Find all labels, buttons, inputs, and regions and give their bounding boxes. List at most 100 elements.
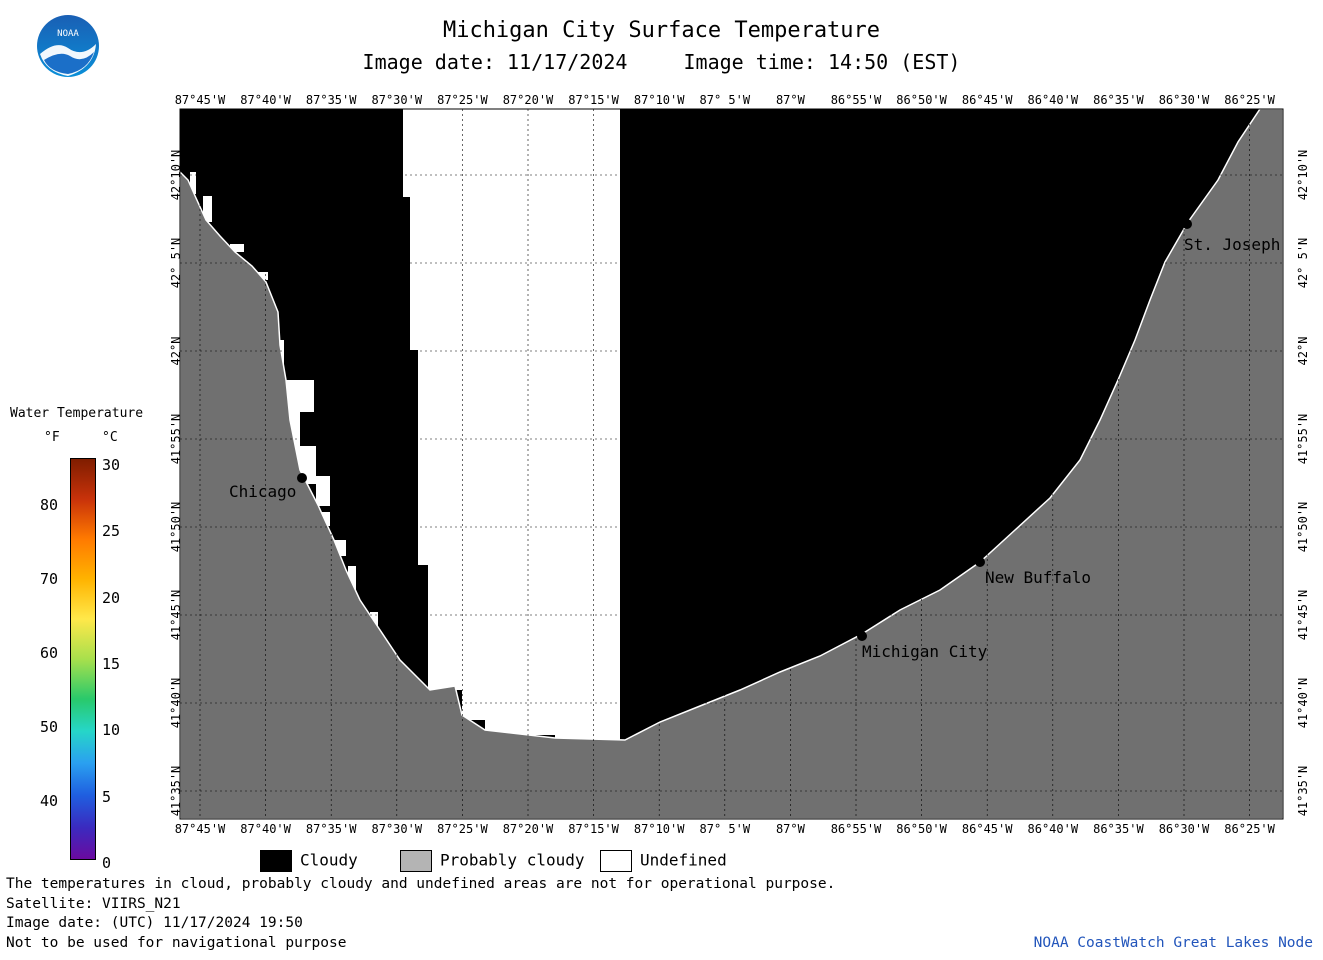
longitude-label: 86°30'W	[1159, 93, 1210, 107]
longitude-label: 87°10'W	[634, 93, 685, 107]
legend-probably-cloudy-label: Probably cloudy	[440, 850, 585, 870]
latitude-label: 41°50'N	[169, 502, 183, 553]
footer-note: The temperatures in cloud, probably clou…	[6, 876, 836, 892]
latitude-label: 42°10'N	[169, 150, 183, 201]
latitude-label: 42°N	[169, 337, 183, 366]
longitude-label: 87° 5'W	[700, 93, 751, 107]
st-joseph-marker	[1182, 219, 1192, 229]
longitude-label: 86°40'W	[1028, 93, 1079, 107]
latitude-label: 41°40'N	[169, 678, 183, 729]
longitude-label: 87°15'W	[568, 822, 619, 836]
noaa-logo: NOAA	[37, 15, 99, 77]
latitude-label: 41°35'N	[1296, 766, 1310, 817]
longitude-label: 87°30'W	[372, 822, 423, 836]
longitude-label: 86°45'W	[962, 822, 1013, 836]
longitude-label: 87°15'W	[568, 93, 619, 107]
latitude-label: 41°55'N	[1296, 414, 1310, 465]
longitude-label: 87°20'W	[503, 93, 554, 107]
longitude-label: 86°30'W	[1159, 822, 1210, 836]
scale-f-unit: °F	[44, 430, 60, 445]
longitude-label: 87°25'W	[437, 822, 488, 836]
longitude-label: 87°45'W	[175, 93, 226, 107]
legend-probably-cloudy-swatch	[400, 850, 432, 872]
scale-c-tick: 20	[102, 588, 121, 607]
longitude-label: 87°35'W	[306, 93, 357, 107]
image-time: Image time: 14:50 (EST)	[683, 50, 961, 74]
longitude-label: 87°20'W	[503, 822, 554, 836]
new-buffalo-marker	[975, 557, 985, 567]
land-area	[180, 109, 1283, 819]
longitude-labels-bottom: 87°45'W 87°40'W 87°35'W 87°30'W 87°25'W 87°20…	[175, 822, 1276, 836]
map-frame	[179, 108, 1284, 820]
latitude-labels-right: 42°10'N 42° 5'N 42°N 41°55'N 41°50'N 41°45'N 4…	[1296, 150, 1310, 817]
longitude-label: 87°30'W	[372, 93, 423, 107]
latitude-label: 41°45'N	[169, 590, 183, 641]
scale-c-tick: 5	[102, 787, 112, 806]
scale-c-tick: 0	[102, 853, 112, 872]
legend-cloudy-label: Cloudy	[300, 850, 358, 870]
michigan-city-marker	[857, 631, 867, 641]
longitude-label: 87°40'W	[240, 822, 291, 836]
longitude-label: 86°55'W	[831, 93, 882, 107]
scale-f-tick: 80	[39, 496, 58, 514]
longitude-label: 86°55'W	[831, 822, 882, 836]
scale-title: Water Temperature	[10, 406, 144, 421]
footer-utc-date: Image date: (UTC) 11/17/2024 19:50	[6, 915, 303, 931]
scale-f-tick: 70	[39, 570, 58, 588]
legend-undefined-label: Undefined	[640, 850, 727, 870]
scale-c-tick: 25	[102, 522, 121, 541]
longitude-label: 86°25'W	[1224, 822, 1275, 836]
longitude-labels-top: 87°45'W 87°40'W 87°35'W 87°30'W 87°25'W 87°20…	[175, 93, 1276, 107]
new-buffalo-label: New Buffalo	[985, 568, 1091, 587]
longitude-label: 87°40'W	[240, 93, 291, 107]
city-markers: Chicago Michigan City New Buffalo St. Jo…	[229, 219, 1280, 661]
latitude-label: 41°40'N	[1296, 678, 1310, 729]
longitude-label: 87°W	[776, 822, 806, 836]
latitude-label: 41°35'N	[169, 766, 183, 817]
logo-text: NOAA	[57, 29, 79, 39]
date-line: Image date: 11/17/2024 Image time: 14:50…	[0, 50, 1323, 74]
legend-undefined-swatch	[600, 850, 632, 872]
longitude-label: 87° 5'W	[700, 822, 751, 836]
longitude-label: 86°50'W	[896, 822, 947, 836]
st-joseph-label: St. Joseph	[1184, 235, 1280, 254]
scale-c-unit: °C	[102, 430, 118, 445]
map-area	[180, 109, 1283, 819]
image-date: Image date: 11/17/2024	[362, 50, 628, 74]
chicago-marker	[297, 473, 307, 483]
footer-nav: Not to be used for navigational purpose	[6, 935, 347, 951]
legend-probably-cloudy: Probably cloudy	[400, 850, 585, 872]
longitude-label: 86°25'W	[1224, 93, 1275, 107]
latitude-label: 41°50'N	[1296, 502, 1310, 553]
undefined-area	[403, 109, 620, 745]
latitude-label: 42° 5'N	[169, 238, 183, 289]
latitude-label: 42° 5'N	[1296, 238, 1310, 289]
longitude-label: 87°35'W	[306, 822, 357, 836]
legend-undefined: Undefined	[600, 850, 727, 872]
latitude-label: 42°10'N	[1296, 150, 1310, 201]
scale-c-tick: 15	[102, 654, 121, 673]
chicago-label: Chicago	[229, 482, 296, 501]
longitude-label: 86°45'W	[962, 93, 1013, 107]
longitude-label: 86°35'W	[1093, 822, 1144, 836]
scale-c-tick: 30	[102, 456, 121, 474]
footer-credit: NOAA CoastWatch Great Lakes Node	[1033, 935, 1313, 951]
scale-f-tick: 40	[39, 792, 58, 810]
latitude-labels-left: 42°10'N 42° 5'N 42°N 41°55'N 41°50'N 41°45'N 4…	[169, 150, 183, 817]
latitude-label: 41°45'N	[1296, 590, 1310, 641]
color-bar	[70, 458, 96, 860]
scale-f-tick: 60	[39, 644, 58, 662]
map-title: Michigan City Surface Temperature	[442, 18, 881, 43]
longitude-label: 87°45'W	[175, 822, 226, 836]
legend-cloudy-swatch	[260, 850, 292, 872]
michigan-city-label: Michigan City	[862, 642, 988, 661]
footer-satellite: Satellite: VIIRS_N21	[6, 896, 181, 912]
longitude-label: 87°25'W	[437, 93, 488, 107]
longitude-label: 86°50'W	[896, 93, 947, 107]
longitude-label: 87°10'W	[634, 822, 685, 836]
legend-cloudy: Cloudy	[260, 850, 358, 872]
longitude-label: 86°35'W	[1093, 93, 1144, 107]
longitude-label: 86°40'W	[1028, 822, 1079, 836]
longitude-label: 87°W	[776, 93, 806, 107]
